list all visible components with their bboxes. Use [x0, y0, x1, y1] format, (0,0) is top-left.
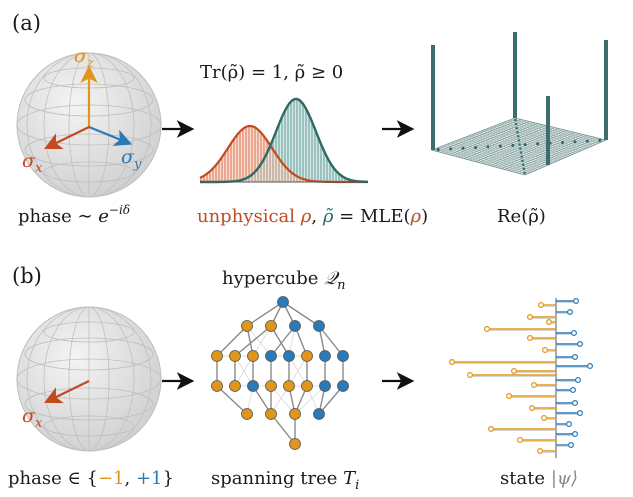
caption-phase-a: phase ∼ e−iδ — [18, 203, 130, 227]
caption-spanning-tree: spanning tree Ti — [211, 468, 359, 493]
sigma-y-label: σy — [121, 146, 142, 172]
bloch-sphere-a — [16, 52, 162, 198]
sigma-z-label: σz — [74, 45, 94, 71]
panel-a-label: (a) — [12, 11, 41, 35]
caption-re-rho: Re(ρ̃) — [497, 206, 546, 227]
hypercube-title: hypercube 𝒬n — [222, 268, 345, 293]
caption-state: state |ψ⟩ — [500, 468, 578, 489]
caption-mle: unphysical ρ, ρ̃ = MLE(ρ) — [197, 206, 428, 227]
distribution-plot — [199, 97, 369, 184]
caption-phase-b: phase ∈ {−1, +1} — [8, 468, 174, 489]
hypercube-graph — [211, 296, 349, 450]
constraint-text: Tr(ρ̃) = 1, ρ̃ ≥ 0 — [200, 62, 343, 83]
bloch-sphere-b — [16, 306, 162, 452]
density-matrix-plot — [430, 32, 608, 176]
panel-b-label: (b) — [12, 264, 42, 288]
sigma-x-label: σx — [22, 150, 43, 176]
state-amplitudes-plot — [449, 298, 593, 458]
sigma-x-label-b: σx — [22, 405, 43, 431]
